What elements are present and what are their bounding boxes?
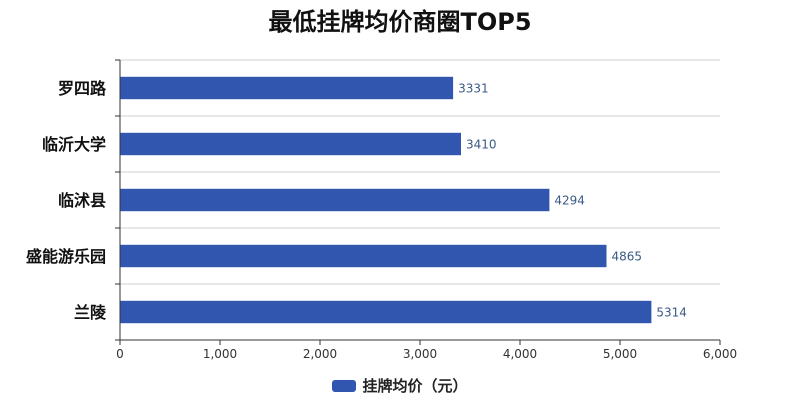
legend[interactable]: 挂牌均价（元） [0,375,800,396]
bar [120,76,454,100]
category-label: 盛能游乐园 [26,247,106,266]
x-tick-label: 4,000 [503,347,537,361]
bar [120,188,550,212]
category-label: 兰陵 [74,303,107,322]
value-labels: 3331 3410 4294 4865 5314 [458,82,687,320]
data-label: 4865 [612,250,643,264]
x-tick-label: 1,000 [203,347,237,361]
axes: 0 1,000 2,000 3,000 4,000 5,000 6,000 罗四路临沂大学临沭… [26,59,737,361]
x-tick-label: 6,000 [703,347,737,361]
x-tick-label: 2,000 [303,347,337,361]
x-tick-label: 3,000 [403,347,437,361]
data-label: 5314 [656,306,687,320]
bar [120,244,607,268]
category-label: 临沂大学 [42,135,106,154]
x-tick-label: 5,000 [603,347,637,361]
chart-title: 最低挂牌均价商圈TOP5 [268,8,532,36]
legend-label: 挂牌均价（元） [362,377,468,395]
category-label: 罗四路 [58,79,107,98]
bar [120,132,461,156]
category-label: 临沭县 [58,191,106,210]
legend-swatch [332,379,357,392]
bar [120,300,652,324]
bars [120,76,652,324]
x-tick-label: 0 [116,347,124,361]
data-label: 4294 [554,194,585,208]
data-label: 3331 [458,82,489,96]
data-label: 3410 [466,138,497,152]
